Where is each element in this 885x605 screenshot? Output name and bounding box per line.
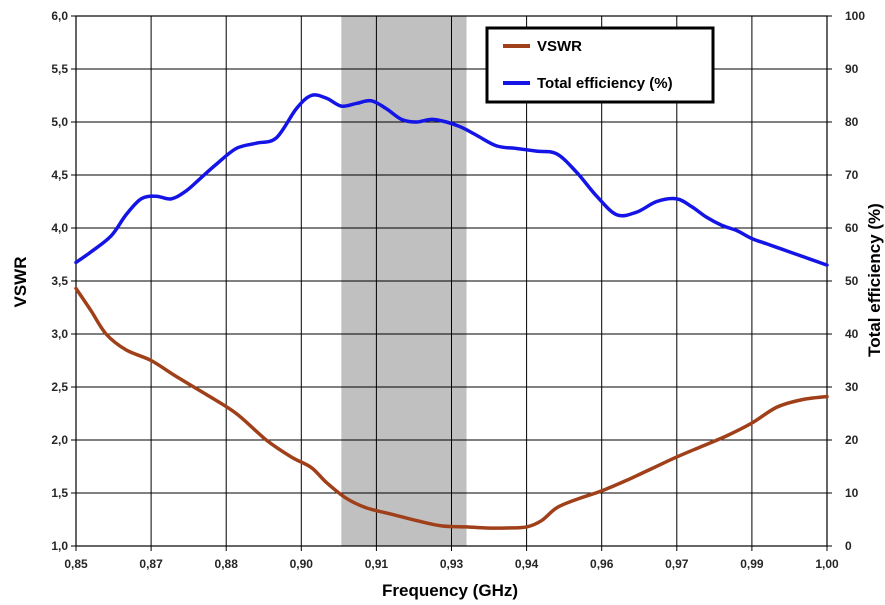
y2-tick-label: 40: [845, 327, 859, 341]
tick-layer: 0,85 0,87 0,88 0,90 0,91 0,93 0,94 0,96 0,97 0,99…: [51, 9, 865, 571]
x-tick-label: 0,88: [215, 557, 239, 571]
y-tick-label: 6,0: [51, 9, 68, 23]
y2-tick-label: 60: [845, 221, 859, 235]
y-tick-label: 1,5: [51, 486, 68, 500]
x-tick-label: 1,00: [815, 557, 839, 571]
y-tick-label: 5,0: [51, 115, 68, 129]
legend: VSWR Total efficiency (%): [485, 26, 715, 104]
x-axis-title: Frequency (GHz): [382, 581, 518, 600]
legend-label-efficiency: Total efficiency (%): [537, 75, 673, 92]
y2-tick-label: 90: [845, 62, 859, 76]
series-line-efficiency: [74, 93, 829, 267]
y-tick-label: 3,0: [51, 327, 68, 341]
y2-tick-label: 50: [845, 274, 859, 288]
y-tick-label: 5,5: [51, 62, 68, 76]
x-tick-label: 0,91: [365, 557, 389, 571]
y2-tick-label: 70: [845, 168, 859, 182]
y2-tick-label: 0: [845, 539, 852, 553]
y-tick-label: 4,0: [51, 221, 68, 235]
legend-label-vswr: VSWR: [537, 38, 582, 55]
y-tick-label: 3,5: [51, 274, 68, 288]
y2-tick-label: 80: [845, 115, 859, 129]
y-tick-label: 2,5: [51, 380, 68, 394]
x-tick-label: 0,97: [665, 557, 689, 571]
x-tick-label: 0,99: [740, 557, 764, 571]
series-layer: [74, 93, 829, 530]
x-tick-label: 0,96: [590, 557, 614, 571]
legend-box: [485, 26, 715, 104]
series-line-vswr: [74, 286, 829, 530]
x-tick-label: 0,94: [515, 557, 539, 571]
y2-tick-label: 10: [845, 486, 859, 500]
y-tick-label: 4,5: [51, 168, 68, 182]
x-tick-label: 0,90: [290, 557, 314, 571]
x-tick-label: 0,87: [139, 557, 163, 571]
y-tick-label: 2,0: [51, 433, 68, 447]
y2-tick-label: 100: [845, 9, 865, 23]
y2-tick-label: 20: [845, 433, 859, 447]
y-tick-label: 1,0: [51, 539, 68, 553]
y-axis-title: VSWR: [11, 257, 30, 308]
y2-axis-title: Total efficiency (%): [865, 203, 884, 357]
x-tick-label: 0,93: [440, 557, 464, 571]
y2-tick-label: 30: [845, 380, 859, 394]
x-tick-label: 0,85: [64, 557, 88, 571]
